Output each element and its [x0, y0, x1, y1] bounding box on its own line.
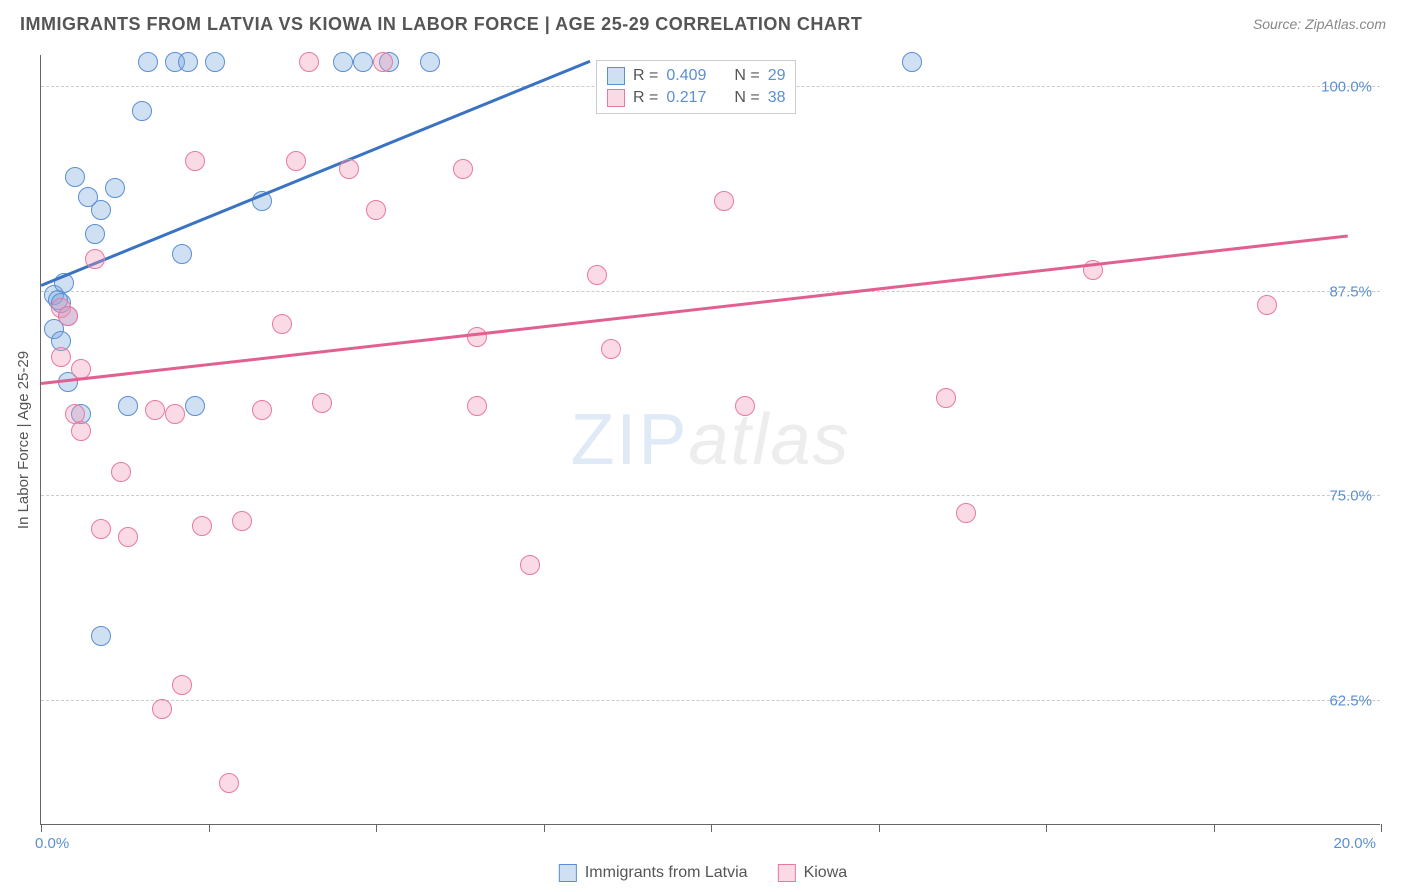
data-point — [587, 265, 607, 285]
data-point — [956, 503, 976, 523]
data-point — [286, 151, 306, 171]
trend-line — [41, 235, 1348, 385]
gridline-h — [41, 291, 1380, 292]
data-point — [232, 511, 252, 531]
data-point — [165, 404, 185, 424]
data-point — [520, 555, 540, 575]
data-point — [51, 347, 71, 367]
n-label: N = — [734, 67, 759, 85]
legend-swatch — [607, 67, 625, 85]
watermark-atlas: atlas — [688, 400, 850, 480]
watermark: ZIPatlas — [570, 399, 850, 481]
chart-container: IMMIGRANTS FROM LATVIA VS KIOWA IN LABOR… — [0, 0, 1406, 892]
data-point — [78, 187, 98, 207]
data-point — [272, 314, 292, 334]
data-point — [138, 52, 158, 72]
gridline-h — [41, 495, 1380, 496]
y-tick-label: 75.0% — [1329, 488, 1372, 505]
data-point — [312, 393, 332, 413]
plot-area: ZIPatlas 62.5%75.0%87.5%100.0%0.0%20.0%R… — [40, 55, 1380, 825]
data-point — [178, 52, 198, 72]
x-tick — [544, 824, 545, 832]
data-point — [152, 699, 172, 719]
data-point — [299, 52, 319, 72]
data-point — [1257, 295, 1277, 315]
data-point — [714, 191, 734, 211]
data-point — [91, 626, 111, 646]
x-tick — [711, 824, 712, 832]
y-tick-label: 100.0% — [1321, 78, 1372, 95]
x-tick — [209, 824, 210, 832]
x-tick — [1381, 824, 1382, 832]
header: IMMIGRANTS FROM LATVIA VS KIOWA IN LABOR… — [0, 0, 1406, 48]
data-point — [453, 159, 473, 179]
data-point — [185, 396, 205, 416]
n-label: N = — [734, 89, 759, 107]
legend-swatch-latvia — [559, 864, 577, 882]
data-point — [71, 421, 91, 441]
y-axis-title: In Labor Force | Age 25-29 — [15, 351, 32, 529]
x-tick — [41, 824, 42, 832]
data-point — [205, 52, 225, 72]
n-value: 29 — [768, 67, 786, 85]
legend-row: R = 0.409 N = 29 — [607, 65, 785, 87]
legend-bottom: Immigrants from Latvia Kiowa — [559, 864, 847, 882]
data-point — [172, 244, 192, 264]
x-tick-label: 20.0% — [1333, 835, 1376, 852]
y-tick-label: 62.5% — [1329, 693, 1372, 710]
data-point — [58, 306, 78, 326]
data-point — [366, 200, 386, 220]
data-point — [105, 178, 125, 198]
data-point — [252, 400, 272, 420]
source-attribution: Source: ZipAtlas.com — [1253, 16, 1386, 32]
n-value: 38 — [768, 89, 786, 107]
data-point — [353, 52, 373, 72]
x-tick — [1046, 824, 1047, 832]
data-point — [65, 167, 85, 187]
data-point — [219, 773, 239, 793]
data-point — [467, 396, 487, 416]
data-point — [91, 519, 111, 539]
x-tick — [376, 824, 377, 832]
data-point — [601, 339, 621, 359]
y-tick-label: 87.5% — [1329, 283, 1372, 300]
data-point — [118, 396, 138, 416]
x-tick — [879, 824, 880, 832]
data-point — [132, 101, 152, 121]
r-value: 0.217 — [666, 89, 716, 107]
legend-row: R = 0.217 N = 38 — [607, 87, 785, 109]
data-point — [85, 249, 105, 269]
r-value: 0.409 — [666, 67, 716, 85]
data-point — [185, 151, 205, 171]
data-point — [936, 388, 956, 408]
data-point — [420, 52, 440, 72]
gridline-h — [41, 700, 1380, 701]
data-point — [118, 527, 138, 547]
data-point — [735, 396, 755, 416]
r-label: R = — [633, 89, 658, 107]
r-label: R = — [633, 67, 658, 85]
x-tick — [1214, 824, 1215, 832]
data-point — [339, 159, 359, 179]
x-tick-label: 0.0% — [35, 835, 69, 852]
legend-swatch-kiowa — [778, 864, 796, 882]
trend-line — [41, 60, 591, 287]
data-point — [902, 52, 922, 72]
data-point — [467, 327, 487, 347]
legend-swatch — [607, 89, 625, 107]
data-point — [172, 675, 192, 695]
legend-item-latvia: Immigrants from Latvia — [559, 864, 748, 882]
chart-title: IMMIGRANTS FROM LATVIA VS KIOWA IN LABOR… — [20, 14, 862, 35]
legend-label-kiowa: Kiowa — [804, 864, 848, 882]
data-point — [373, 52, 393, 72]
legend-label-latvia: Immigrants from Latvia — [585, 864, 748, 882]
data-point — [333, 52, 353, 72]
watermark-zip: ZIP — [570, 400, 688, 480]
correlation-legend: R = 0.409 N = 29 R = 0.217 N = 38 — [596, 60, 796, 114]
data-point — [145, 400, 165, 420]
data-point — [192, 516, 212, 536]
legend-item-kiowa: Kiowa — [778, 864, 848, 882]
data-point — [85, 224, 105, 244]
data-point — [111, 462, 131, 482]
